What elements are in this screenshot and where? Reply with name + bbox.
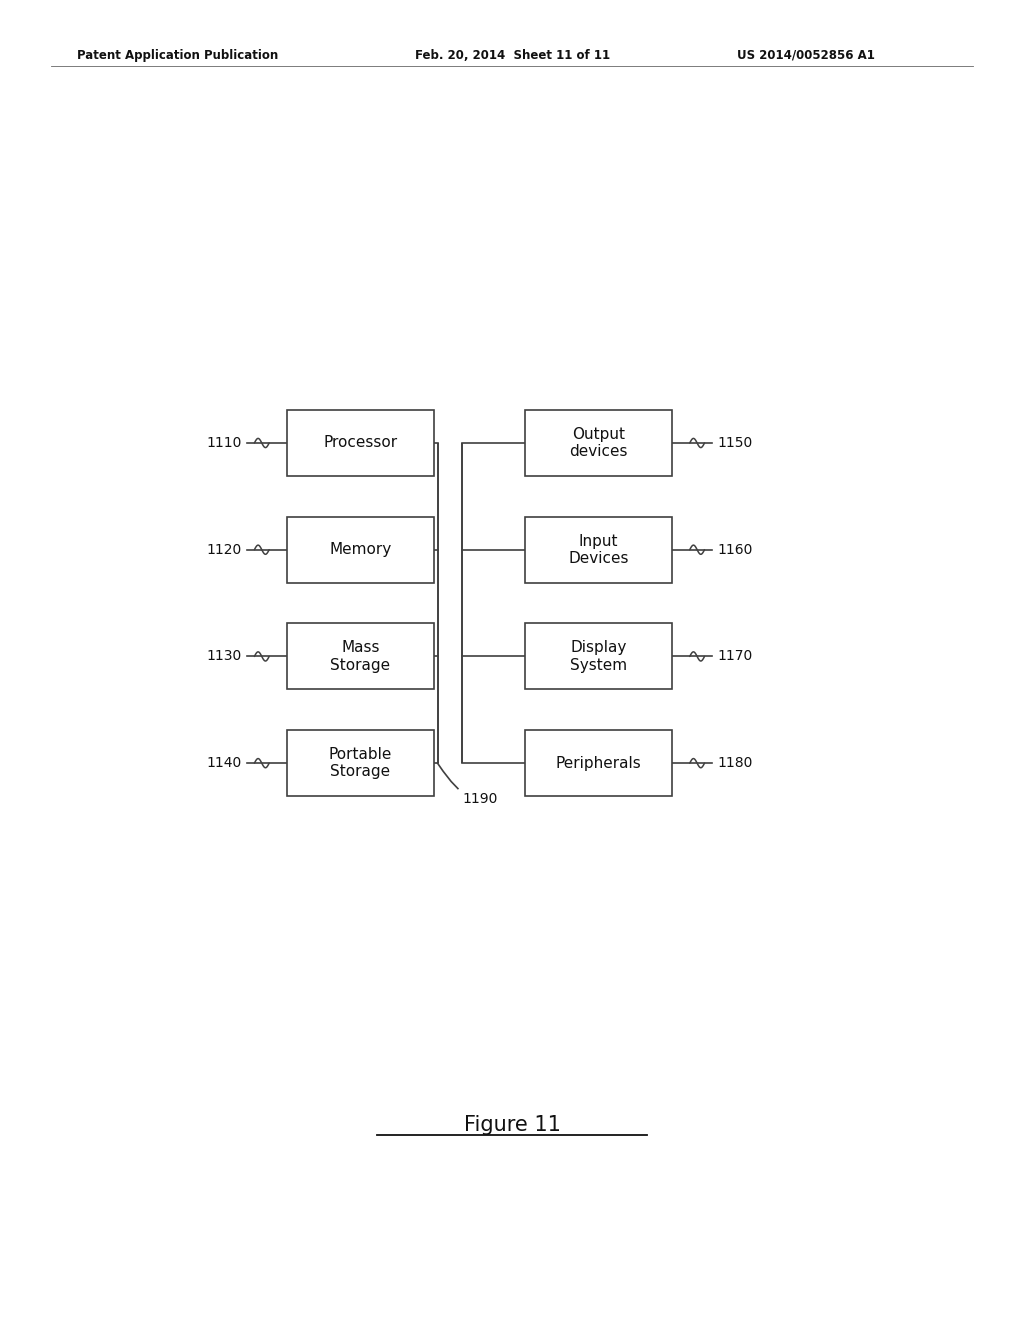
Bar <box>524 730 672 796</box>
Text: Peripherals: Peripherals <box>556 755 641 771</box>
Text: Output
devices: Output devices <box>569 426 628 459</box>
Text: 1180: 1180 <box>718 756 753 770</box>
Text: 1110: 1110 <box>206 436 242 450</box>
Text: 1160: 1160 <box>718 543 753 557</box>
Text: Portable
Storage: Portable Storage <box>329 747 392 779</box>
Bar <box>524 516 672 582</box>
Text: Mass
Storage: Mass Storage <box>331 640 390 673</box>
Bar <box>287 730 434 796</box>
Text: Patent Application Publication: Patent Application Publication <box>77 49 279 62</box>
Bar <box>287 411 434 477</box>
Text: 1170: 1170 <box>718 649 753 664</box>
Text: Figure 11: Figure 11 <box>464 1114 560 1135</box>
Bar <box>287 623 434 689</box>
Text: Input
Devices: Input Devices <box>568 533 629 566</box>
Bar <box>524 411 672 477</box>
Bar <box>287 516 434 582</box>
Text: 1120: 1120 <box>206 543 242 557</box>
Text: US 2014/0052856 A1: US 2014/0052856 A1 <box>737 49 876 62</box>
Text: 1190: 1190 <box>463 792 498 805</box>
Text: 1150: 1150 <box>718 436 753 450</box>
Text: Processor: Processor <box>324 436 397 450</box>
Text: 1130: 1130 <box>206 649 242 664</box>
Text: Memory: Memory <box>330 543 391 557</box>
Text: Display
System: Display System <box>570 640 627 673</box>
Text: 1140: 1140 <box>206 756 242 770</box>
Bar <box>524 623 672 689</box>
Text: Feb. 20, 2014  Sheet 11 of 11: Feb. 20, 2014 Sheet 11 of 11 <box>415 49 610 62</box>
